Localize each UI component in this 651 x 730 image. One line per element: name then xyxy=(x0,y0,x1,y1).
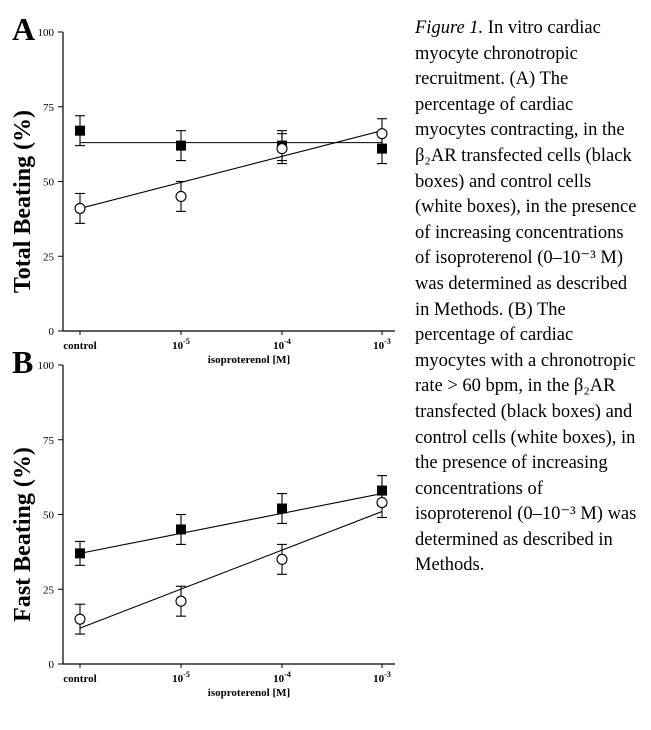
data-point-filled-square xyxy=(176,524,186,535)
fit-line xyxy=(79,493,383,554)
data-point-open-circle xyxy=(175,595,187,607)
y-tick-label: 0 xyxy=(49,326,55,338)
fit-line xyxy=(79,510,383,629)
y-axis-title: Fast Beating (%) xyxy=(10,447,36,622)
x-axis-title: isoproterenol [M] xyxy=(208,687,290,699)
figure-caption: Figure 1. In vitro cardiac myocyte chron… xyxy=(415,16,637,579)
x-tick-label: 10-3 xyxy=(373,337,391,352)
data-point-filled-square xyxy=(176,140,186,151)
panel-a: A 0 25 50 75 100 control 10-5 10-4 10-3 isoprotere… xyxy=(10,11,395,366)
y-tick-label: 0 xyxy=(49,659,55,671)
x-tick-label: 10-4 xyxy=(273,670,291,685)
y-axis-title: Total Beating (%) xyxy=(10,110,36,293)
data-point-filled-square xyxy=(277,503,287,514)
x-tick-label: 10-4 xyxy=(273,337,291,352)
y-tick-label: 75 xyxy=(43,102,55,114)
data-point-open-circle xyxy=(376,128,388,140)
data-point-open-circle xyxy=(74,613,86,625)
x-tick-label: 10-5 xyxy=(172,670,190,685)
x-tick-label: control xyxy=(63,673,96,685)
panel-label-b: B xyxy=(12,344,33,380)
y-tick-label: 100 xyxy=(38,360,55,372)
x-tick-label: 10-3 xyxy=(373,670,391,685)
figure-canvas: A 0 25 50 75 100 control 10-5 10-4 10-3 isoprotere… xyxy=(10,11,395,699)
y-tick-label: 25 xyxy=(43,584,55,596)
y-tick-label: 50 xyxy=(43,510,55,522)
x-tick-label: control xyxy=(63,340,96,352)
y-tick-label: 75 xyxy=(43,435,55,447)
panel-label-a: A xyxy=(12,11,35,47)
data-point-open-circle xyxy=(74,202,86,214)
data-point-open-circle xyxy=(276,553,288,565)
data-point-filled-square xyxy=(75,548,85,559)
x-axis-title: isoproterenol [M] xyxy=(208,354,290,366)
data-point-filled-square xyxy=(75,125,85,136)
x-tick-label: 10-5 xyxy=(172,337,190,352)
y-tick-label: 50 xyxy=(43,177,55,189)
y-tick-label: 100 xyxy=(38,27,55,39)
figure-label: Figure 1. xyxy=(415,18,484,38)
panel-b: B 0 25 50 75 100 control 10-5 10-4 10-3 isoprotere… xyxy=(10,344,395,699)
data-point-open-circle xyxy=(276,143,288,155)
fit-line xyxy=(79,130,383,209)
series-filled-square xyxy=(75,115,387,165)
data-point-open-circle xyxy=(175,190,187,202)
series-open-circle xyxy=(74,118,388,224)
caption-text: In vitro cardiac myocyte chronotropic re… xyxy=(415,18,637,576)
series-open-circle xyxy=(74,487,388,635)
data-point-open-circle xyxy=(376,496,388,509)
y-tick-label: 25 xyxy=(43,251,55,263)
series-filled-square xyxy=(75,475,387,566)
